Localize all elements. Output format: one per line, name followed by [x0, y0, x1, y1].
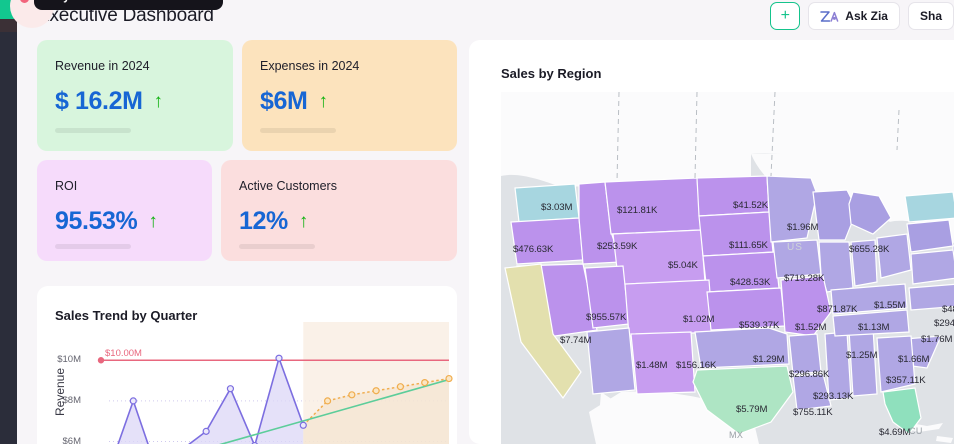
brand-dot-icon — [20, 0, 29, 3]
sales-trend-card[interactable]: Sales Trend by Quarter $10M $8M $6M Revenue… — [37, 286, 457, 444]
kpi-sparkbar — [239, 244, 315, 249]
kpi-section: Revenue in 2024 $ 16.2M ↑ Expenses in 20… — [37, 40, 457, 270]
add-button[interactable]: + — [770, 2, 801, 30]
map-region-label: $121.81K — [617, 205, 658, 216]
zia-logo-icon — [820, 10, 839, 23]
ask-zia-button[interactable]: Ask Zia — [808, 2, 900, 30]
kpi-value: $6M — [260, 87, 308, 115]
map-region-label: $539.37K — [739, 320, 780, 331]
map-region-label: $1.52M — [795, 322, 827, 333]
map-region-label: $1.48M — [636, 360, 668, 371]
header-toolbar: + Ask Zia Sha — [770, 1, 954, 31]
map-region-label: $871.87K — [817, 304, 858, 315]
kpi-card-expenses[interactable]: Expenses in 2024 $6M ↑ — [242, 40, 457, 151]
kpi-row-top: Revenue in 2024 $ 16.2M ↑ Expenses in 20… — [37, 40, 457, 151]
map-region-label: $294.00K — [934, 318, 954, 329]
map-region-label: $1.76M — [921, 334, 953, 345]
kpi-card-roi[interactable]: ROI 95.53% ↑ — [37, 160, 212, 261]
plus-icon: + — [780, 7, 790, 24]
trend-up-icon: ↑ — [153, 91, 164, 112]
choropleth-map[interactable]: US $3.03M $121.81K $41.52K $1.96M $476.63K $2… — [501, 92, 954, 444]
kpi-card-revenue[interactable]: Revenue in 2024 $ 16.2M ↑ — [37, 40, 233, 151]
map-region-label: $7.74M — [560, 335, 592, 346]
app-rail — [0, 0, 17, 444]
chart-y-axis-title: Revenue — [53, 367, 67, 416]
kpi-value: $ 16.2M — [55, 87, 143, 115]
map-region-label: $1.55M — [874, 300, 906, 311]
sales-trend-title: Sales Trend by Quarter — [55, 308, 198, 323]
kpi-value-row: $6M ↑ — [260, 87, 439, 116]
kpi-value-row: 95.53% ↑ — [55, 207, 194, 236]
sales-trend-chart — [97, 322, 453, 444]
map-region-label: $955.57K — [586, 312, 627, 323]
map-region-label: $1.96M — [787, 222, 819, 233]
chart-y-tick: $8M — [62, 394, 81, 406]
map-region-label: $755.11K — [793, 407, 833, 418]
chart-threshold-label: $10.00M — [105, 348, 142, 360]
ask-zia-label: Ask Zia — [845, 9, 888, 23]
sales-by-region-card[interactable]: Sales by Region — [469, 40, 954, 444]
map-region-label: $293.13K — [813, 391, 854, 402]
interactive-demo-tooltip: Play with the interactive demo — [34, 0, 223, 10]
map-region-label: $3.03M — [541, 202, 573, 213]
rail-accent-dark — [0, 19, 17, 32]
map-region-label: $1.66M — [898, 354, 930, 365]
kpi-sparkbar — [55, 244, 131, 249]
kpi-row-bottom: ROI 95.53% ↑ Active Customers 12% ↑ — [37, 160, 457, 261]
page-title: Executive Dashboard — [37, 5, 214, 26]
chart-y-tick: $10M — [57, 354, 81, 366]
chart-y-tick: $6M — [62, 435, 81, 444]
map-region-label: $111.65K — [729, 240, 768, 251]
page-body: Executive Dashboard Play with the intera… — [17, 0, 954, 444]
page-header: Executive Dashboard Play with the intera… — [17, 0, 954, 33]
map-region-label: $41.52K — [733, 200, 769, 211]
map-region-label: $1.13M — [858, 322, 890, 333]
kpi-label: Revenue in 2024 — [55, 59, 150, 73]
map-region-label: $4.69M — [879, 427, 911, 438]
map-region-label: $476.63K — [513, 244, 554, 255]
map-region-label: $481.9 — [942, 304, 954, 315]
map-region-label: $655.28K — [849, 244, 890, 255]
map-region-label: $156.16K — [676, 360, 717, 371]
map-watermark: US — [787, 242, 803, 253]
kpi-sparkbar — [55, 128, 131, 133]
kpi-sparkbar — [260, 128, 336, 133]
map-region-label: $1.25M — [846, 350, 878, 361]
map-region-label: $1.29M — [753, 354, 785, 365]
map-region-label: $296.86K — [789, 369, 830, 380]
share-label: Sha — [919, 9, 942, 23]
trend-up-icon: ↑ — [318, 91, 328, 112]
map-country-label: MX — [729, 430, 744, 440]
map-region-label: $357.11K — [886, 375, 926, 386]
map-region-label: $5.79M — [736, 404, 768, 415]
kpi-label: Active Customers — [239, 179, 337, 193]
kpi-value-row: 12% ↑ — [239, 207, 439, 236]
kpi-label: ROI — [55, 179, 78, 193]
map-country-label: CU — [909, 426, 923, 436]
map-region-label: $1.02M — [683, 314, 715, 325]
kpi-label: Expenses in 2024 — [260, 59, 360, 73]
trend-up-icon: ↑ — [298, 211, 309, 232]
sales-by-region-title: Sales by Region — [501, 66, 602, 81]
kpi-value: 12% — [239, 207, 288, 235]
kpi-value: 95.53% — [55, 207, 138, 235]
map-region-label: $253.59K — [597, 241, 638, 252]
map-region-label: $719.28K — [784, 273, 825, 284]
map-region-label: $428.53K — [730, 277, 771, 288]
kpi-value-row: $ 16.2M ↑ — [55, 87, 215, 116]
trend-up-icon: ↑ — [148, 211, 158, 232]
map-graphics — [501, 92, 954, 444]
share-button[interactable]: Sha — [907, 2, 954, 30]
map-region-label: $5.04K — [668, 260, 698, 271]
kpi-card-active-customers[interactable]: Active Customers 12% ↑ — [221, 160, 457, 261]
